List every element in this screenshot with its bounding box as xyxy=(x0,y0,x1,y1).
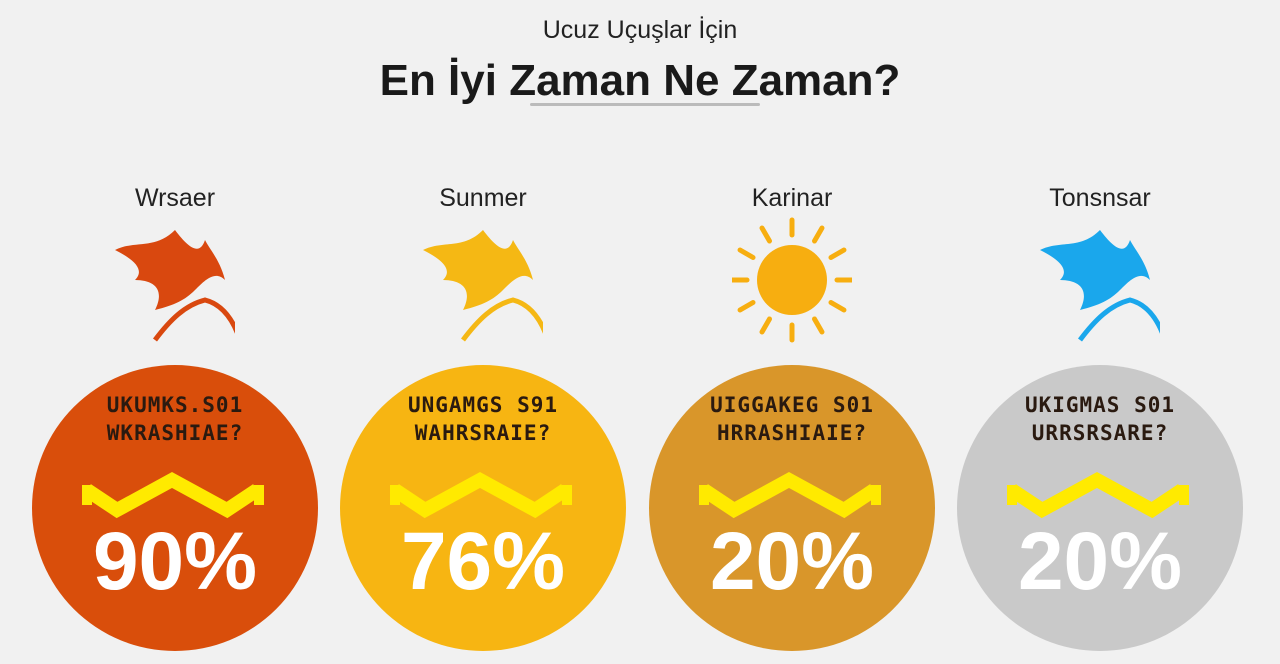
percent-value: 20% xyxy=(1017,516,1183,607)
zigzag-icon xyxy=(699,472,881,519)
percent-value: 20% xyxy=(709,516,875,607)
season-card: Karinar UIGGAKEG S01 HRRASHIAIE? 20% xyxy=(642,0,942,664)
season-card: Tonsnsar UKIGMAS S01 URRSRSARE? 20% xyxy=(950,0,1250,664)
season-label: Tonsnsar xyxy=(1049,184,1151,212)
percent-circle: UKUMKS.S01 WKRASHIAE? 90% xyxy=(32,365,318,651)
percent-circle: UKIGMAS S01 URRSRSARE? 20% xyxy=(957,365,1243,651)
circle-text-line: HRRASHIAIE? xyxy=(716,421,868,445)
circle-text-line: WAHRSRAIE? xyxy=(414,421,552,445)
circle-text: UNGAMGS S91 WAHRSRAIE? xyxy=(340,391,626,447)
zigzag-icon xyxy=(390,472,572,519)
percent-circle: UIGGAKEG S01 HRRASHIAIE? 20% xyxy=(649,365,935,651)
circle-text: UKUMKS.S01 WKRASHIAE? xyxy=(32,391,318,447)
season-label: Sunmer xyxy=(439,184,527,212)
circle-text-line: UKIGMAS S01 xyxy=(1024,393,1176,417)
season-card: Wrsaer UKUMKS.S01 WKRASHIAE? 90% xyxy=(25,0,325,664)
percent-value: 76% xyxy=(400,516,566,607)
season-card: Sunmer UNGAMGS S91 WAHRSRAIE? 76% xyxy=(333,0,633,664)
leaf-icon xyxy=(115,210,243,350)
percent-value: 90% xyxy=(92,516,258,607)
percent-circle: UNGAMGS S91 WAHRSRAIE? 76% xyxy=(340,365,626,651)
zigzag-icon xyxy=(82,472,264,519)
subtitle: Ucuz Uçuşlar İçin xyxy=(542,16,738,44)
leaf-icon xyxy=(423,210,551,350)
page-title: En İyi Zaman Ne Zaman? xyxy=(379,56,901,105)
circle-text: UKIGMAS S01 URRSRSARE? xyxy=(957,391,1243,447)
season-label: Karinar xyxy=(751,184,833,212)
circle-text-line: UKUMKS.S01 xyxy=(106,393,244,417)
leaf-icon xyxy=(1040,210,1168,350)
circle-text: UIGGAKEG S01 HRRASHIAIE? xyxy=(649,391,935,447)
circle-text-line: URRSRSARE? xyxy=(1031,421,1169,445)
sun-icon xyxy=(729,210,855,350)
circle-text-line: WKRASHIAE? xyxy=(106,421,244,445)
zigzag-icon xyxy=(1007,472,1189,519)
season-label: Wrsaer xyxy=(134,184,216,212)
circle-text-line: UIGGAKEG S01 xyxy=(710,393,874,417)
circle-text-line: UNGAMGS S91 xyxy=(407,393,559,417)
title-underline xyxy=(530,103,760,106)
